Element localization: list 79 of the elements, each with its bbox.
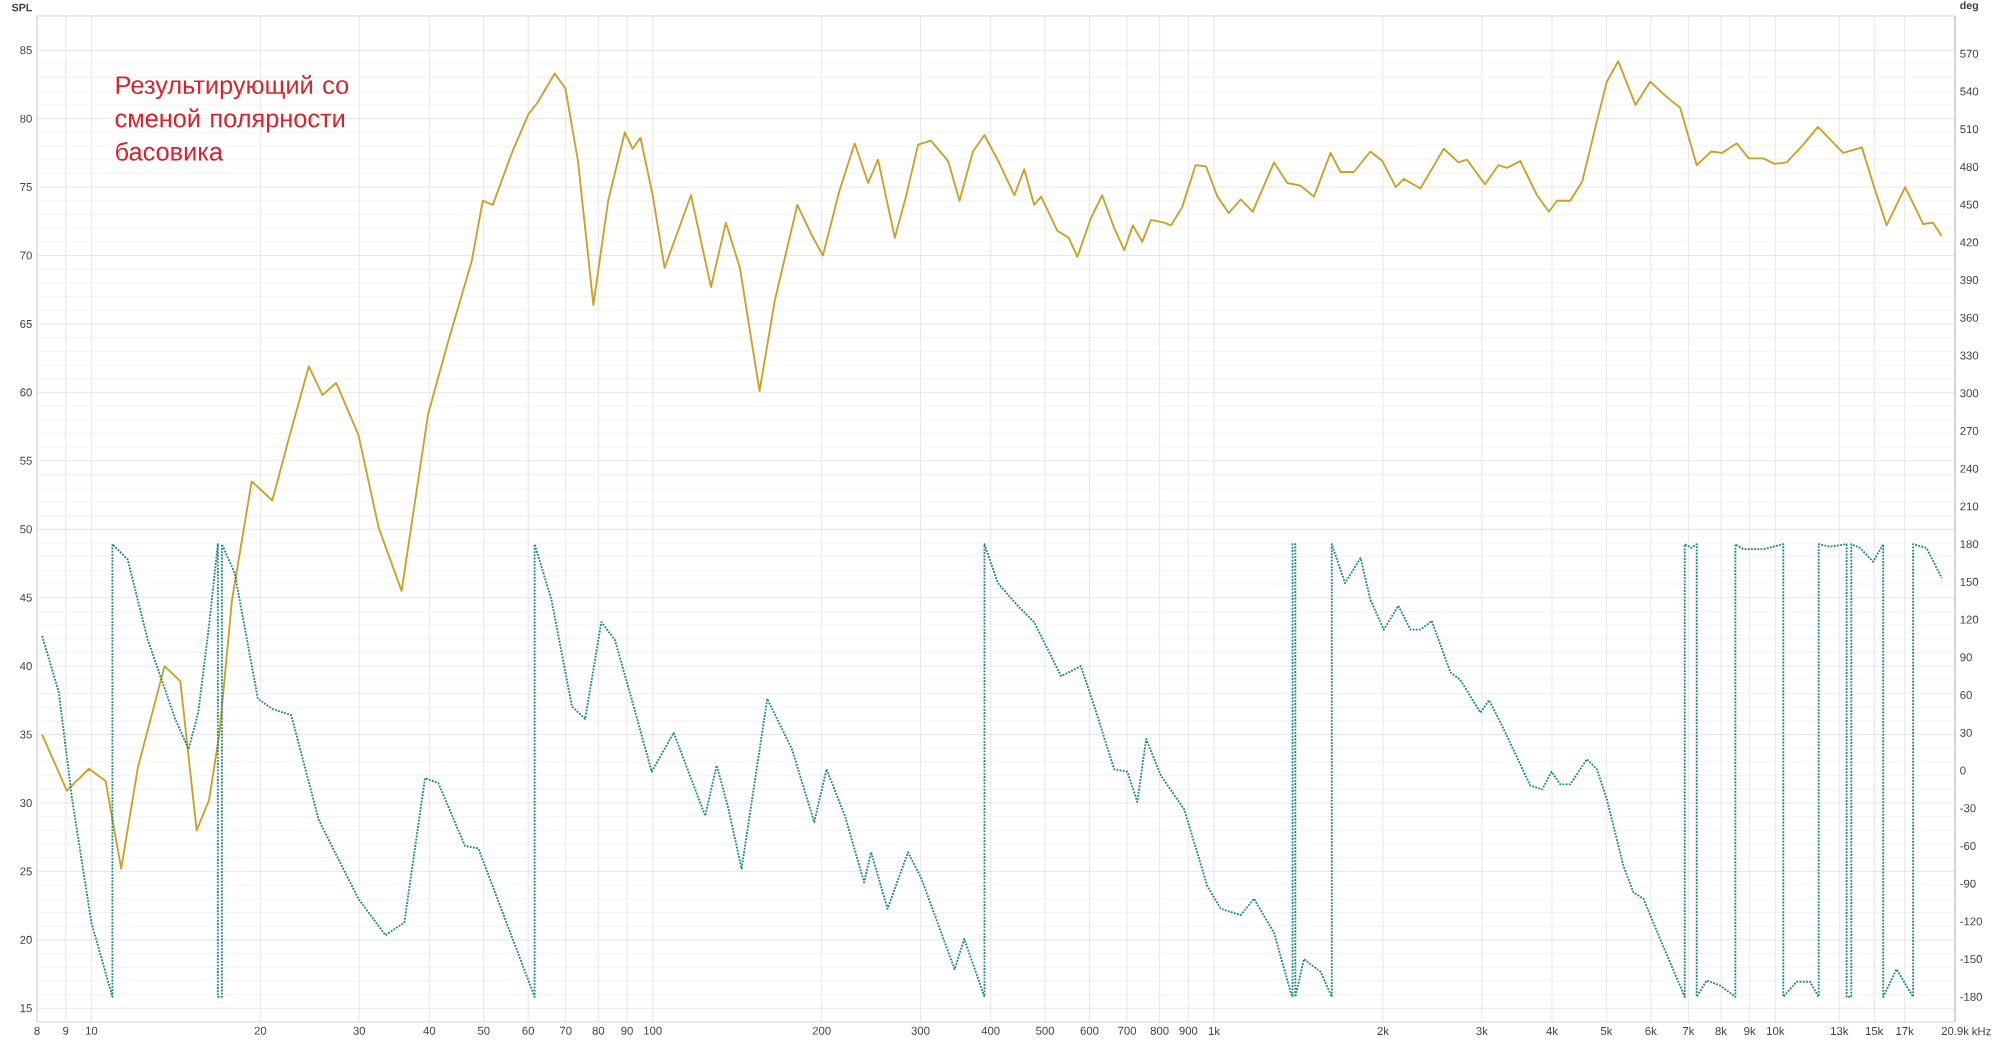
x-tick-label: 3k	[1476, 1026, 1488, 1036]
y2-tick-label: -180	[1960, 992, 1982, 1001]
y-tick-label: 35	[20, 730, 32, 739]
y-tick-label: 60	[20, 388, 32, 397]
y-tick-label: 85	[20, 46, 32, 55]
x-tick-label: 900	[1179, 1026, 1198, 1035]
y2-tick-label: 240	[1960, 464, 1979, 473]
y2-tick-label: 210	[1960, 502, 1979, 511]
y-tick-label: 50	[20, 525, 32, 534]
y2-tick-label: 540	[1960, 87, 1979, 96]
x-tick-label: 9k	[1744, 1026, 1756, 1036]
x-tick-label: 30	[353, 1026, 366, 1035]
x-tick-label: 50	[477, 1026, 490, 1035]
y2-tick-label: 270	[1960, 426, 1979, 435]
y2-tick-label: 0	[1960, 766, 1966, 775]
x-tick-label: 800	[1150, 1026, 1169, 1035]
x-tick-label: 90	[621, 1026, 633, 1035]
y2-tick-label: 30	[1960, 728, 1972, 737]
x-tick-label: 10k	[1767, 1026, 1785, 1036]
x-tick-label: 20	[254, 1026, 267, 1035]
x-tick-label: 7k	[1682, 1026, 1695, 1035]
x-tick-label: 300	[911, 1026, 930, 1035]
x-tick-label: 4k	[1546, 1026, 1558, 1035]
y2-tick-label: -150	[1960, 955, 1982, 964]
x-tick-label: 500	[1036, 1026, 1055, 1035]
y-tick-label: 40	[19, 662, 32, 671]
y-axis-title: SPL	[11, 3, 32, 12]
x-tick-label: 13k	[1831, 1026, 1849, 1036]
y-tick-label: 80	[20, 114, 32, 123]
x-tick-label: 5k	[1600, 1026, 1613, 1036]
y2-tick-label: -30	[1960, 804, 1976, 813]
y2-tick-label: 330	[1960, 351, 1979, 360]
x-tick-label: 8	[34, 1026, 40, 1035]
y2-tick-label: 180	[1960, 540, 1979, 549]
x-tick-label: 400	[981, 1026, 1000, 1035]
y2-tick-label: 510	[1960, 125, 1979, 134]
y-tick-label: 25	[20, 867, 32, 876]
x-tick-label: 2k	[1377, 1026, 1389, 1035]
y2-tick-label: 480	[1959, 162, 1979, 171]
y2-tick-label: -60	[1960, 841, 1976, 850]
y2-tick-label: 150	[1960, 577, 1979, 586]
y2-tick-label: 90	[1960, 653, 1972, 662]
x-tick-label: 100	[644, 1026, 662, 1035]
x-tick-label: 1k	[1208, 1026, 1221, 1035]
y2-tick-label: 120	[1960, 615, 1979, 624]
y-tick-label: 30	[20, 798, 32, 807]
x-tick-label: 80	[592, 1026, 605, 1035]
y-tick-label: 75	[20, 183, 32, 192]
y-tick-label: 55	[20, 456, 32, 465]
y2-tick-label: -90	[1960, 879, 1976, 888]
x-tick-label: 17k	[1896, 1026, 1914, 1035]
y2-axis-title: deg	[1960, 1, 1978, 12]
y2-tick-label: 450	[1959, 200, 1979, 209]
y2-tick-label: 60	[1960, 691, 1972, 700]
y-tick-label: 15	[20, 1004, 32, 1013]
y2-tick-label: 570	[1960, 49, 1979, 58]
x-tick-label: 70	[560, 1026, 572, 1035]
x-tick-label: 700	[1118, 1026, 1137, 1035]
x-tick-label: 60	[522, 1026, 535, 1035]
x-tick-label: 10	[85, 1026, 98, 1035]
x-tick-label: 200	[812, 1026, 831, 1035]
y2-tick-label: 420	[1959, 238, 1979, 247]
annotation: Результирующий со сменой полярности басовика	[115, 75, 349, 161]
x-tick-label: 9	[63, 1026, 69, 1035]
y2-tick-label: 300	[1960, 389, 1979, 398]
y-tick-label: 70	[20, 251, 32, 260]
x-tick-label: 20.9k	[1941, 1026, 1969, 1036]
x-tick-label: 8k	[1715, 1026, 1727, 1036]
x-tick-label: 6k	[1645, 1026, 1657, 1036]
x-tick-label: 15k	[1865, 1026, 1884, 1036]
y-tick-label: 20	[20, 935, 32, 944]
x-tick-label: 40	[423, 1026, 436, 1035]
x-tick-label: 600	[1080, 1026, 1099, 1035]
y2-tick-label: 360	[1960, 313, 1979, 322]
y-tick-label: 65	[20, 319, 32, 328]
y2-tick-label: 390	[1960, 276, 1979, 285]
y2-tick-label: -120	[1960, 917, 1982, 926]
y-tick-label: 45	[19, 593, 32, 602]
x-axis-title: kHz	[1972, 1026, 1991, 1036]
